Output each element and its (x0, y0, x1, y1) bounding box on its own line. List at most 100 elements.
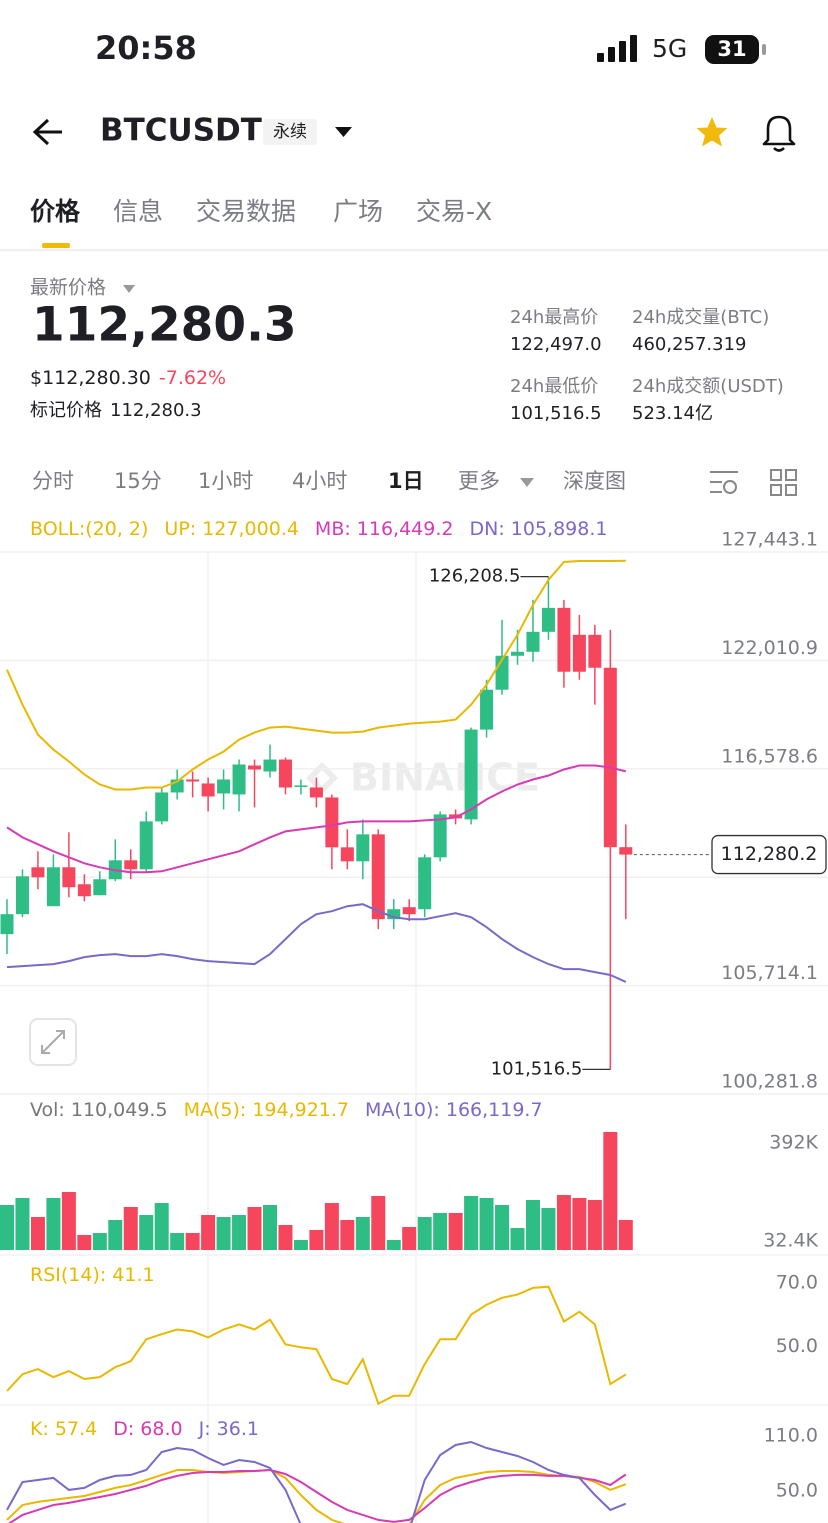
candle-body (278, 759, 292, 788)
symbol-dropdown[interactable] (335, 127, 352, 137)
volume-bar (541, 1208, 556, 1250)
interval[interactable]: 分时 (32, 469, 74, 493)
candle-body (402, 907, 416, 915)
expand-button[interactable] (29, 1018, 77, 1066)
volume-bar (371, 1196, 386, 1250)
indicator-line (6, 1440, 627, 1523)
candle-body (309, 787, 323, 798)
candle-body (541, 607, 555, 632)
battery-icon (705, 35, 759, 64)
y-tick-label: 32.4K (763, 1230, 818, 1252)
volume-bar (278, 1224, 293, 1250)
volume-bar (247, 1206, 262, 1250)
symbol[interactable]: BTCUSDT (100, 113, 262, 149)
candle-body (155, 792, 169, 822)
candle-body (93, 879, 107, 896)
interval[interactable]: 更多 (458, 469, 500, 493)
favorite-star[interactable] (696, 117, 728, 147)
volume-bar (556, 1194, 571, 1250)
indicator-line (6, 764, 627, 874)
price-label: 最新价格 (30, 277, 106, 299)
y-tick-label: 100,281.8 (721, 1071, 818, 1093)
back-button[interactable] (32, 118, 62, 146)
tab-underline (42, 243, 70, 248)
volume-bar (386, 1239, 401, 1250)
last-price: 112,280.3 (32, 298, 297, 353)
indicator-line (6, 1468, 627, 1523)
volume-bar (402, 1227, 417, 1250)
volume-bar (123, 1206, 138, 1250)
extreme-label: 126,208.5 (429, 566, 521, 587)
interval[interactable]: 1小时 (198, 469, 253, 493)
volume-bar (603, 1131, 618, 1250)
candle-body (263, 759, 277, 772)
candle-body (371, 834, 385, 920)
y-tick-label: 50.0 (776, 1335, 818, 1357)
tab[interactable]: 交易-X (416, 197, 492, 226)
stat-value: 460,257.319 (632, 334, 747, 355)
last-price-tag (711, 834, 827, 875)
candle-body (480, 689, 494, 730)
candle-body (588, 634, 602, 668)
legend-entry: RSI(14): 41.1 (30, 1264, 155, 1286)
legend-entry: BOLL:(20, 2) (30, 518, 148, 540)
y-tick-label: 105,714.1 (721, 962, 818, 984)
volume-bar (232, 1215, 247, 1250)
interval-bar: 分时 15分 1小时 4小时 1日 更多 深度图 (32, 469, 626, 493)
last-price-label: 112,280.2 (721, 843, 818, 865)
candle-body (31, 867, 45, 878)
interval[interactable]: 15分 (114, 469, 162, 493)
volume-bar (355, 1217, 370, 1250)
candle-body (0, 914, 14, 935)
y-tick-label: 127,443.1 (721, 529, 818, 551)
volume-bar (61, 1191, 76, 1250)
chart-frame (0, 552, 828, 1523)
legend: Vol: 110,049.5 MA(5): 194,921.7 MA(10): 16… (30, 1099, 543, 1121)
interval[interactable]: 1日 (388, 469, 424, 493)
volume-bar (92, 1233, 107, 1250)
candle-body (201, 783, 215, 797)
layout-icon[interactable] (770, 469, 797, 496)
legend-entry: Vol: 110,049.5 (30, 1099, 168, 1121)
price-line: $112,280.30 -7.62% (30, 367, 226, 389)
legend-entry: J: 36.1 (198, 1418, 259, 1440)
tab[interactable]: 信息 (113, 197, 163, 226)
volume-bar (139, 1215, 154, 1250)
tab[interactable]: 交易数据 (196, 197, 296, 226)
tab[interactable]: 广场 (333, 197, 383, 226)
status-time: 20:58 (95, 29, 197, 67)
indicator-line (8, 1468, 627, 1523)
volume-bar (185, 1233, 200, 1250)
stats: 24h最高价 122,497.0 24h成交量(BTC) 460,257.319… (510, 307, 784, 424)
volume-bar (77, 1235, 92, 1250)
volume-bar (587, 1200, 602, 1250)
change: -7.62% (159, 367, 226, 389)
candle-body (433, 814, 447, 858)
candle-body (294, 785, 308, 787)
mark-line: 标记价格 112,280.3 (30, 400, 202, 421)
more-dropdown[interactable] (520, 478, 534, 487)
volume-bar (433, 1212, 448, 1250)
volume-bar (464, 1196, 479, 1250)
watermark: BINANCE (306, 756, 540, 800)
stat-value: 122,497.0 (510, 334, 602, 355)
alert-bell[interactable] (762, 115, 796, 152)
interval[interactable]: 深度图 (563, 469, 626, 493)
network-label: 5G (652, 34, 687, 63)
y-tick-label: 50.0 (776, 1479, 818, 1501)
volume-bar (0, 1205, 14, 1250)
extreme-label: 101,516.5 (491, 1058, 583, 1079)
price-label-dropdown[interactable] (123, 285, 135, 293)
settings-icon[interactable] (710, 471, 738, 494)
y-tick-label: 110.0 (764, 1425, 818, 1447)
tab[interactable]: 价格 (30, 197, 81, 226)
volume-bar (154, 1203, 169, 1250)
candle-body (62, 867, 76, 888)
badge: 永续 (273, 122, 307, 142)
battery-level: 31 (717, 37, 746, 61)
interval[interactable]: 4小时 (292, 469, 347, 493)
volume-bar (618, 1219, 633, 1250)
volume-bar (417, 1217, 432, 1250)
volume-bar (15, 1197, 30, 1250)
candle-body (46, 867, 60, 907)
